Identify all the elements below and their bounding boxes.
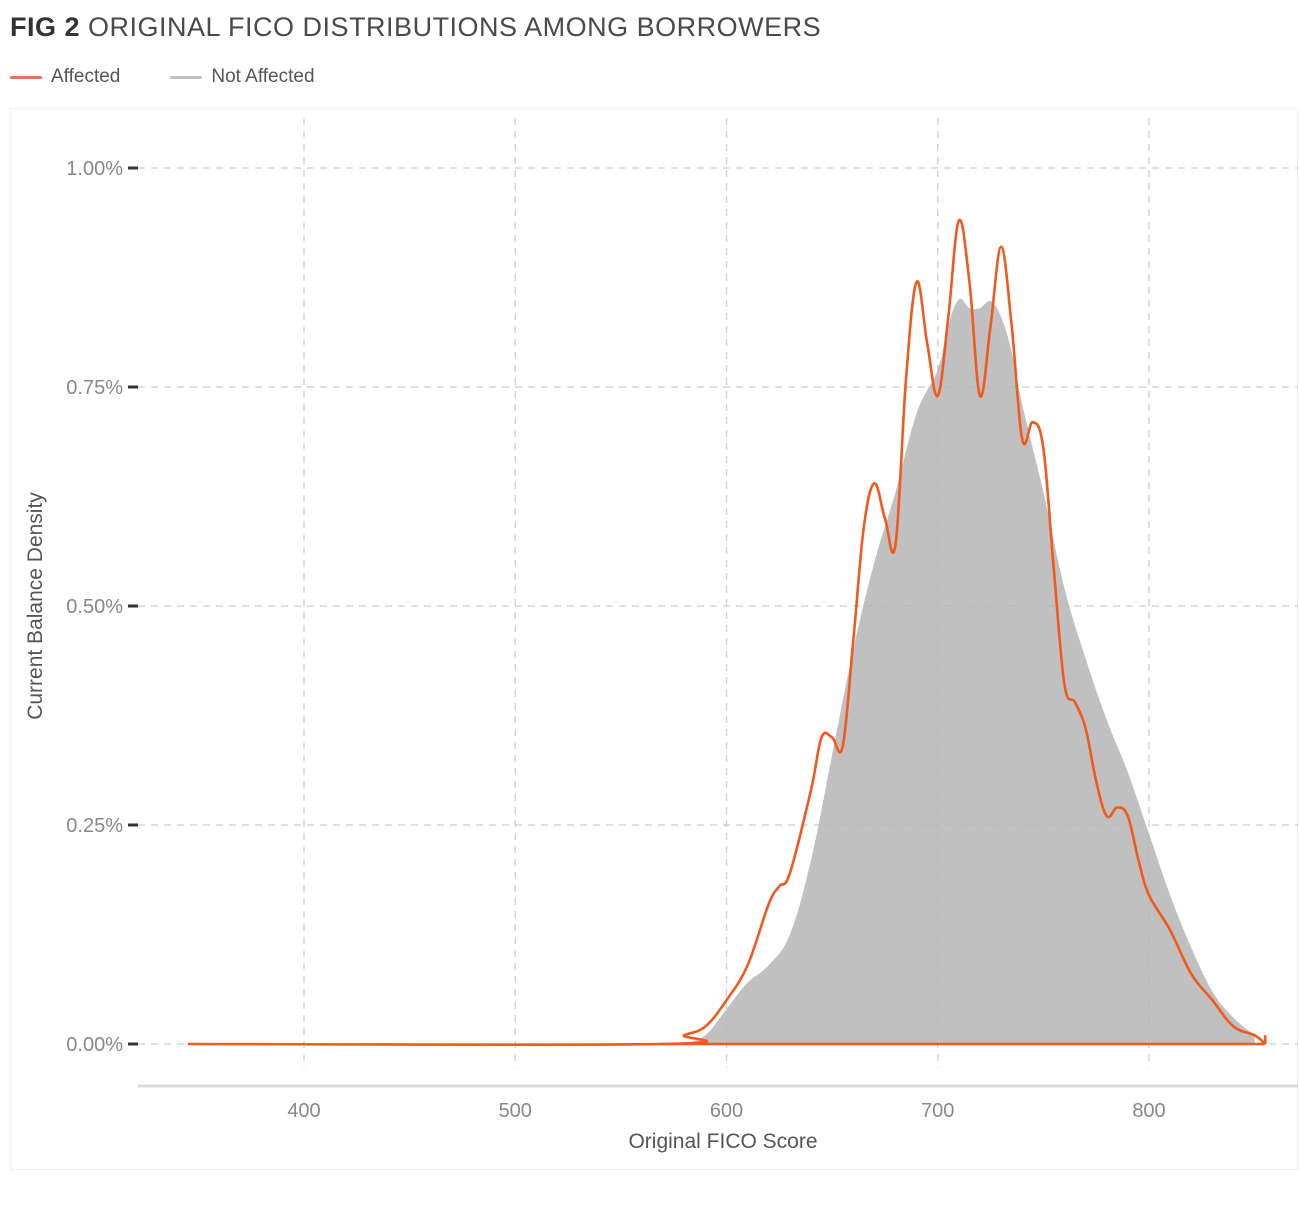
x-tick-label: 400 — [287, 1100, 320, 1122]
y-axis-title: Current Balance Density — [24, 492, 47, 720]
figure-title-text: ORIGINAL FICO DISTRIBUTIONS AMONG BORROW… — [88, 12, 822, 42]
x-tick-label: 800 — [1132, 1100, 1165, 1122]
legend-label-affected: Affected — [51, 66, 121, 87]
figure-title: FIG 2 ORIGINAL FICO DISTRIBUTIONS AMONG … — [10, 12, 821, 43]
figure-number: FIG 2 — [10, 12, 81, 42]
legend-swatch-affected — [10, 75, 42, 79]
y-tick-label: 1.00% — [66, 158, 123, 180]
legend-swatch-not-affected — [170, 75, 203, 79]
y-tick-label: 0.50% — [66, 596, 123, 618]
x-tick-label: 600 — [710, 1100, 743, 1122]
chart-legend: Affected Not Affected — [10, 64, 365, 90]
series-line-affected — [187, 218, 1267, 1047]
plot-panel — [10, 108, 1298, 1170]
x-tick-label: 500 — [499, 1100, 532, 1122]
x-tick-label: 700 — [921, 1100, 954, 1122]
legend-item-not-affected: Not Affected — [170, 66, 315, 88]
legend-item-affected: Affected — [10, 66, 120, 88]
legend-label-not-affected: Not Affected — [211, 66, 315, 87]
y-tick-label: 0.25% — [66, 815, 123, 837]
x-axis-title: Original FICO Score — [628, 1130, 817, 1153]
y-tick-label: 0.00% — [66, 1034, 123, 1056]
y-tick-label: 0.75% — [66, 377, 123, 399]
series-area-not-affected — [684, 298, 1255, 1045]
